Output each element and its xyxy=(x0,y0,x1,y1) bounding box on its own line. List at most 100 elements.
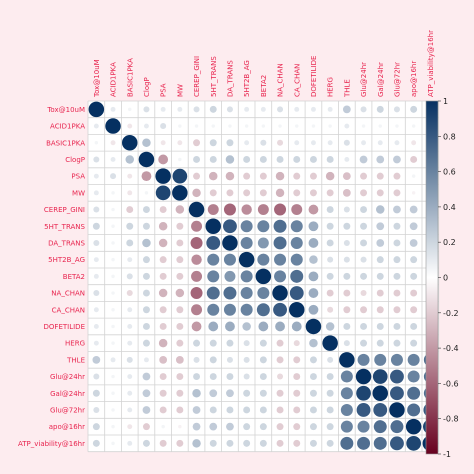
corr-circle xyxy=(309,389,317,397)
corr-circle xyxy=(360,290,367,297)
corr-circle xyxy=(93,324,99,329)
corr-circle xyxy=(240,220,253,233)
corr-circle xyxy=(257,287,270,300)
corr-circle xyxy=(293,155,301,163)
corr-circle xyxy=(259,423,267,431)
corr-circle xyxy=(159,206,167,214)
column-label: CA_CHAN xyxy=(293,64,301,97)
corr-circle xyxy=(243,172,251,180)
corr-circle xyxy=(295,124,299,128)
corr-circle xyxy=(410,289,418,297)
corr-circle xyxy=(343,139,350,146)
corr-circle xyxy=(357,353,370,366)
corr-circle xyxy=(111,191,115,195)
corr-circle xyxy=(359,155,368,164)
corr-circle xyxy=(276,389,284,397)
corr-circle xyxy=(211,124,215,128)
corr-circle xyxy=(92,423,100,431)
color-bar-tick-label: 0.8 xyxy=(443,132,456,141)
color-bar-tick-label: 1 xyxy=(443,97,448,106)
column-label: BETA2 xyxy=(260,75,268,97)
corr-circle xyxy=(360,322,368,330)
row-label: ATP_viability@16hr xyxy=(18,440,85,448)
corr-circle xyxy=(294,106,300,112)
corr-circle xyxy=(111,324,115,329)
corr-circle xyxy=(142,222,150,230)
corr-circle xyxy=(226,189,234,197)
corr-circle xyxy=(257,237,269,249)
corr-circle xyxy=(410,339,418,347)
corr-circle xyxy=(344,123,350,129)
corr-circle xyxy=(223,203,236,216)
corr-circle xyxy=(343,322,351,330)
corr-circle xyxy=(376,155,385,164)
corr-circle xyxy=(192,406,201,414)
corr-circle xyxy=(356,403,371,417)
corr-circle xyxy=(176,272,184,280)
column-label: NA_CHAN xyxy=(277,63,285,97)
corr-circle xyxy=(172,185,188,201)
corr-circle xyxy=(343,239,350,246)
corr-circle xyxy=(93,123,99,129)
corr-circle xyxy=(275,188,285,198)
corr-circle xyxy=(226,389,234,398)
corr-circle xyxy=(360,189,368,197)
corr-circle xyxy=(290,220,303,233)
corr-circle xyxy=(272,285,288,301)
corr-circle xyxy=(293,373,301,381)
corr-circle xyxy=(93,173,99,179)
corr-circle xyxy=(293,340,300,347)
corr-circle xyxy=(223,303,236,316)
corr-circle xyxy=(127,257,133,263)
corr-circle xyxy=(290,236,303,249)
corr-circle xyxy=(342,188,351,197)
corr-circle xyxy=(110,173,117,180)
corr-circle xyxy=(326,272,334,280)
corr-circle xyxy=(275,321,285,332)
corr-circle xyxy=(155,168,171,184)
corr-circle xyxy=(342,105,351,114)
corr-circle xyxy=(277,139,284,146)
corr-circle xyxy=(175,355,184,364)
corr-circle xyxy=(411,191,416,195)
row-label: Gal@24hr xyxy=(50,390,85,398)
corr-circle xyxy=(93,239,100,246)
corr-circle xyxy=(309,338,318,348)
corr-circle xyxy=(377,140,383,146)
corr-circle xyxy=(277,373,284,380)
column-label: Gal@24hr xyxy=(377,62,385,97)
corr-circle xyxy=(142,423,150,431)
corr-circle xyxy=(259,389,267,397)
corr-circle xyxy=(393,222,401,230)
corr-circle xyxy=(410,306,418,314)
corr-circle xyxy=(159,256,167,264)
corr-circle xyxy=(144,357,149,363)
corr-circle xyxy=(142,322,150,330)
corr-circle xyxy=(393,239,401,247)
corr-circle xyxy=(326,189,334,197)
corr-circle xyxy=(225,321,235,332)
corr-circle xyxy=(125,155,134,164)
corr-circle xyxy=(193,172,201,180)
row-label: BETA2 xyxy=(63,273,85,281)
corr-circle xyxy=(159,373,167,381)
column-label: 5HT_TRANS xyxy=(210,56,218,97)
corr-circle xyxy=(243,356,250,363)
corr-circle xyxy=(143,106,150,113)
corr-circle xyxy=(158,288,168,298)
corr-circle xyxy=(126,273,133,280)
corr-circle xyxy=(289,286,304,300)
corr-circle xyxy=(395,124,399,128)
corr-circle xyxy=(259,339,267,347)
corr-circle xyxy=(322,335,338,351)
corr-circle xyxy=(343,272,351,280)
corr-circle xyxy=(207,253,220,266)
corr-circle xyxy=(94,141,99,145)
corr-circle xyxy=(393,289,401,297)
corr-circle xyxy=(257,253,270,266)
corr-circle xyxy=(111,241,115,245)
corr-circle xyxy=(158,238,168,248)
corr-circle xyxy=(393,172,401,180)
corr-circle xyxy=(376,289,384,297)
